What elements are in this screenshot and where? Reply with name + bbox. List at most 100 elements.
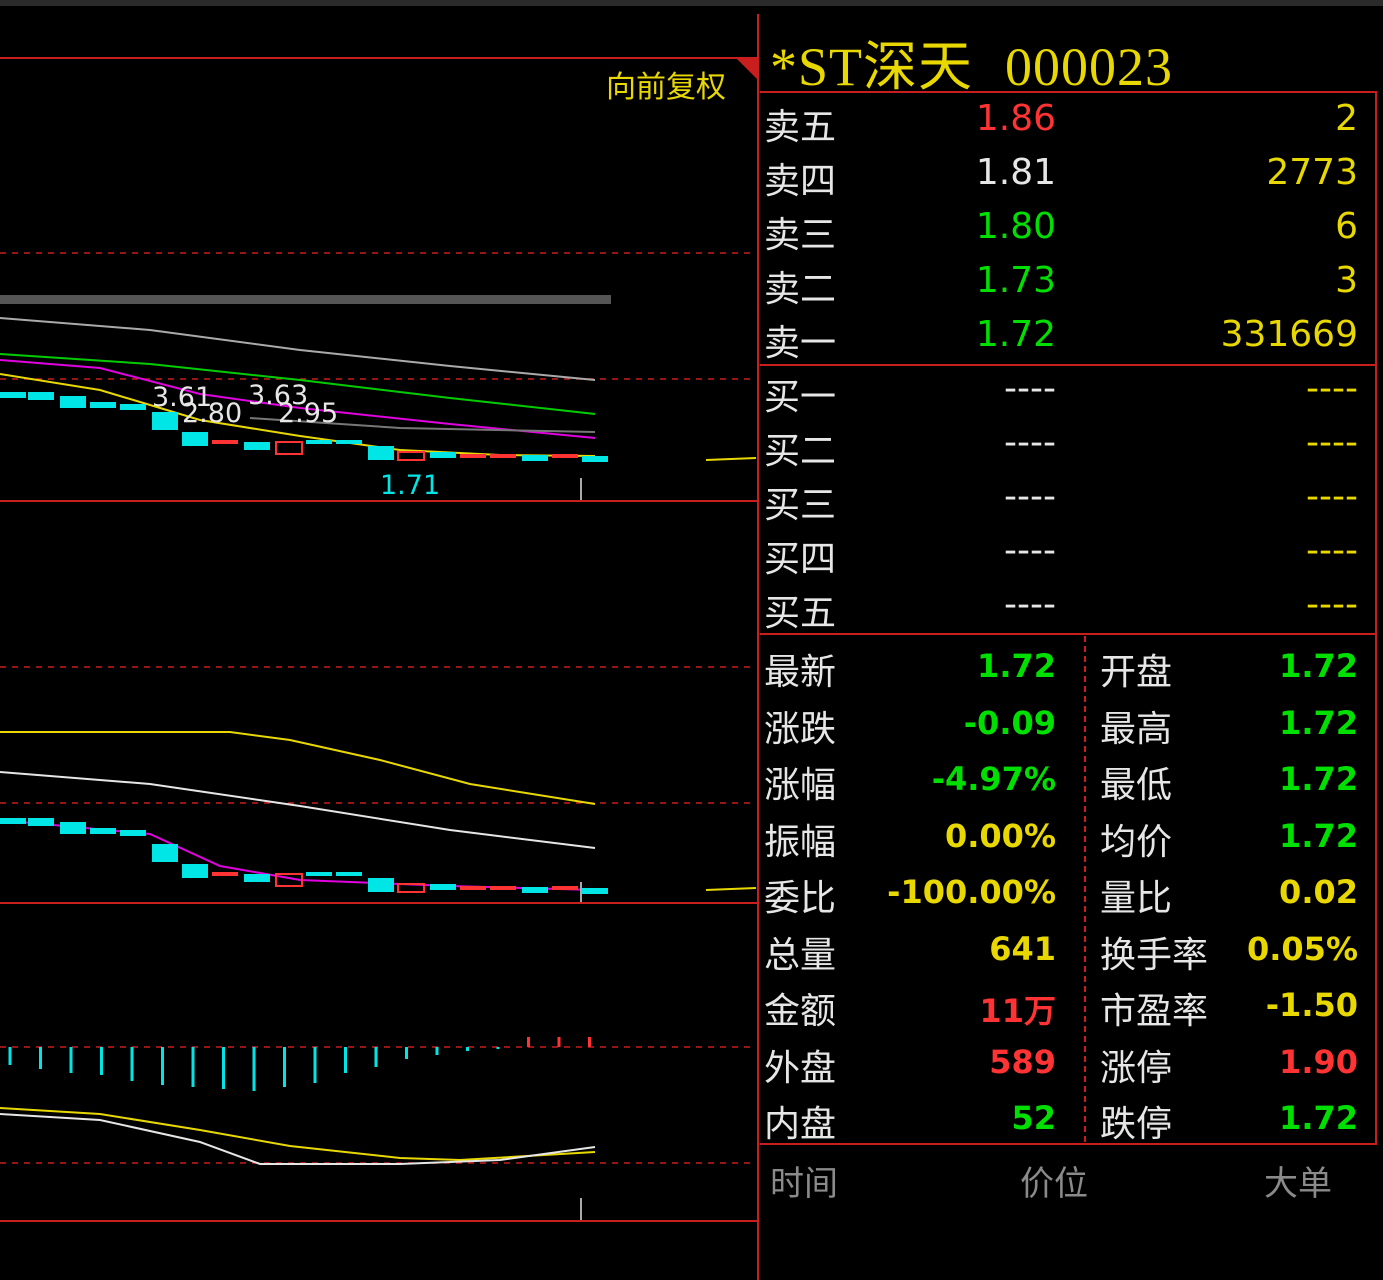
annotation-label: 3.61: [152, 382, 212, 413]
candle: [336, 440, 362, 444]
stats-column-divider: [1084, 636, 1086, 1142]
grey-band: [0, 295, 611, 304]
ask-label: 卖三: [764, 215, 837, 256]
candles-sub: [0, 818, 608, 894]
stat-value: 52: [1011, 1099, 1056, 1137]
stat-label: 涨跌: [764, 708, 837, 750]
bid-volume: ----: [1306, 476, 1358, 517]
bid-label: 买五: [764, 593, 837, 634]
stat-value: 1.72: [1279, 1099, 1358, 1137]
bid-row[interactable]: 买一 ---- ----: [760, 368, 1370, 422]
ask-price: 1.73: [975, 260, 1056, 301]
annotation-label: 2.95: [278, 398, 338, 429]
candle: [490, 454, 516, 458]
candle: [120, 404, 146, 410]
trades-header-time: 时间: [770, 1164, 838, 1204]
bid-price: ----: [1004, 368, 1056, 409]
ask-row[interactable]: 卖二 1.73 3: [760, 260, 1370, 314]
kline-chart-area[interactable]: 3.61 3.63 2.80 2.95 1.71 向前复权: [0, 0, 760, 1280]
candles-main: [0, 392, 608, 462]
sub2-line-yellow: [0, 1107, 596, 1162]
bid-row[interactable]: 买五 ---- ----: [760, 584, 1370, 638]
stat-value: 641: [989, 929, 1056, 968]
top-bar: [0, 0, 1383, 6]
bid-volume: ----: [1306, 530, 1358, 571]
ask-row[interactable]: 卖一 1.72 331669: [760, 314, 1370, 368]
ask-price: 1.81: [975, 152, 1056, 193]
candle: [182, 432, 208, 446]
candle: [212, 872, 238, 876]
sub1-line-white: [0, 771, 596, 849]
ask-label: 卖五: [764, 107, 837, 148]
stat-value: 11万: [979, 992, 1056, 1030]
ask-row[interactable]: 卖五 1.86 2: [760, 98, 1370, 152]
stat-value: 1.72: [977, 647, 1056, 685]
bid-price: ----: [1004, 422, 1056, 463]
candle: [306, 440, 332, 444]
ask-volume: 331669: [1220, 314, 1358, 355]
kline-chart-svg[interactable]: 3.61 3.63 2.80 2.95 1.71: [0, 0, 760, 1280]
candle: [368, 878, 394, 892]
stat-label: 均价: [1100, 821, 1173, 863]
candle: [582, 888, 608, 894]
candle: [552, 454, 578, 458]
bid-row[interactable]: 买二 ---- ----: [760, 422, 1370, 476]
candle: [28, 818, 54, 826]
trades-header-price: 价位: [1020, 1164, 1088, 1204]
candle: [182, 864, 208, 878]
stock-title: *ST深天 000023: [770, 22, 1173, 101]
stat-value: -0.09: [963, 703, 1056, 742]
stat-label: 量比: [1100, 878, 1173, 919]
candle: [460, 454, 486, 458]
candle: [0, 818, 26, 824]
stat-label: 金额: [764, 991, 837, 1032]
stat-label: 换手率: [1100, 934, 1209, 976]
candle: [582, 456, 608, 462]
ma-line-magenta: [0, 359, 596, 439]
ma-line-grey: [0, 317, 596, 381]
stat-value: 0.00%: [944, 816, 1056, 855]
ask-label: 卖一: [764, 323, 837, 364]
annotation-label: 2.80: [182, 398, 242, 429]
stat-value: 1.72: [1279, 760, 1358, 798]
panel-divider: [760, 1143, 1377, 1145]
stat-value: -100.00%: [887, 873, 1056, 911]
ask-price: 1.86: [975, 98, 1056, 139]
bid-price: ----: [1004, 530, 1056, 571]
stat-label: 跌停: [1100, 1104, 1173, 1145]
candle: [336, 872, 362, 876]
candle: [397, 451, 425, 461]
adjust-mode-label[interactable]: 向前复权: [606, 70, 726, 105]
price-tick: [705, 457, 757, 461]
candle: [275, 873, 303, 887]
bid-price: ----: [1004, 476, 1056, 517]
panel-divider: [760, 633, 1377, 635]
candle: [430, 452, 456, 458]
stat-label: 最低: [1100, 765, 1173, 806]
stat-label: 总量: [764, 934, 837, 976]
candle: [244, 442, 270, 450]
candle: [552, 886, 578, 890]
bid-row[interactable]: 买四 ---- ----: [760, 530, 1370, 584]
sub2-line-white: [0, 1113, 596, 1165]
stat-value: 1.72: [1279, 703, 1358, 742]
ask-row[interactable]: 卖四 1.81 2773: [760, 152, 1370, 206]
candle: [120, 830, 146, 836]
panel-divider: [760, 91, 1377, 93]
stock-code: 000023: [1005, 37, 1174, 97]
stat-label: 市盈率: [1100, 991, 1209, 1032]
price-tick: [705, 887, 757, 891]
stat-label: 外盘: [764, 1047, 837, 1089]
candle: [60, 396, 86, 408]
ask-row[interactable]: 卖三 1.80 6: [760, 206, 1370, 260]
bid-label: 买一: [764, 377, 837, 418]
candle: [244, 874, 270, 882]
ask-volume: 3: [1335, 260, 1358, 301]
ask-label: 卖二: [764, 269, 837, 310]
candle: [397, 883, 425, 893]
ask-price: 1.80: [975, 206, 1056, 247]
ask-volume: 2773: [1266, 152, 1358, 193]
bid-row[interactable]: 买三 ---- ----: [760, 476, 1370, 530]
stat-label: 内盘: [764, 1104, 837, 1145]
bid-volume: ----: [1306, 584, 1358, 625]
